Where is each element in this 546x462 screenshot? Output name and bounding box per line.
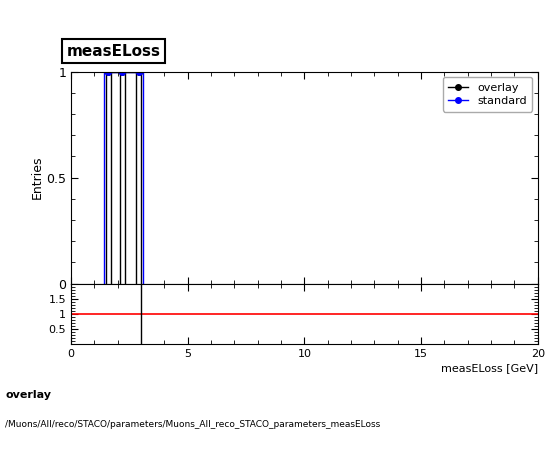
Legend: overlay, standard: overlay, standard [443, 77, 532, 112]
Text: measELoss [GeV]: measELoss [GeV] [441, 363, 538, 373]
Text: overlay: overlay [5, 390, 51, 401]
Y-axis label: Entries: Entries [31, 156, 43, 200]
Text: measELoss: measELoss [66, 44, 161, 59]
Text: /Muons/All/reco/STACO/parameters/Muons_All_reco_STACO_parameters_measELoss: /Muons/All/reco/STACO/parameters/Muons_A… [5, 420, 381, 429]
